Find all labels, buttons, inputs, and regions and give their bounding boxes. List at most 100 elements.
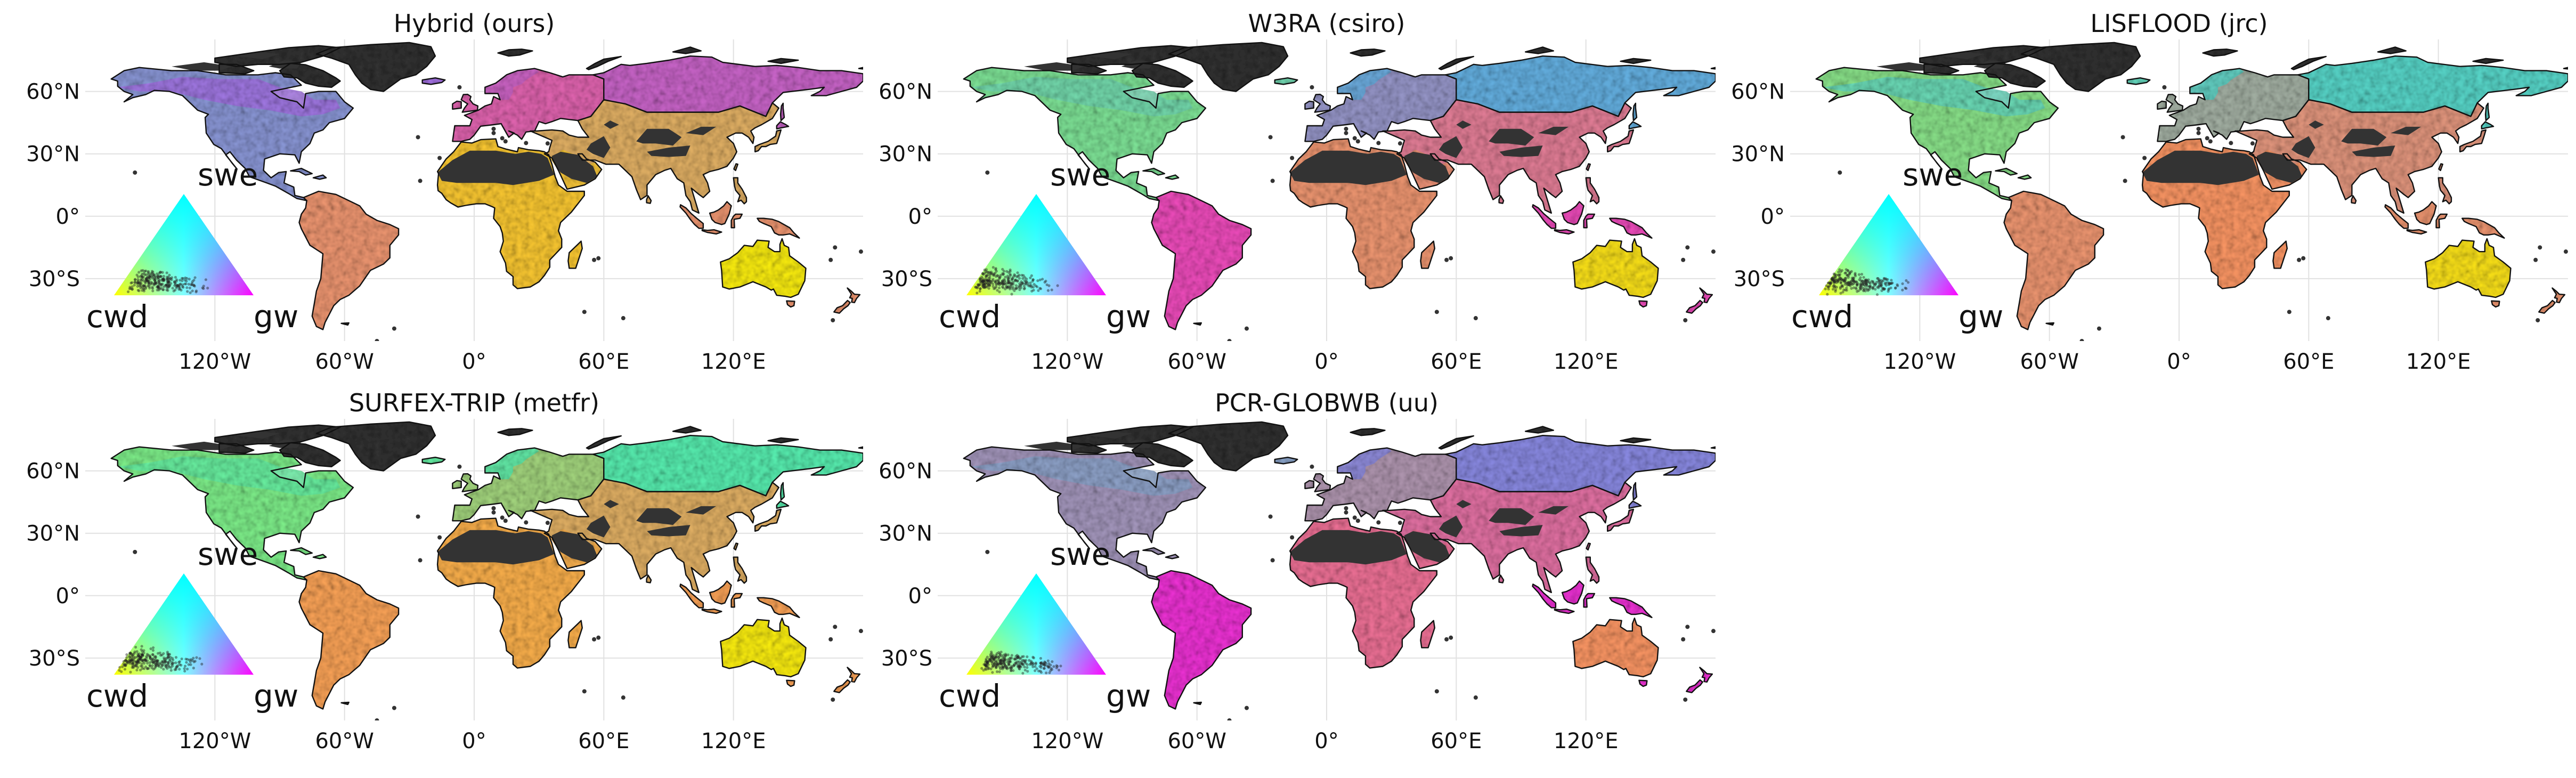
legend-point: [1830, 279, 1834, 282]
legend-point: [1844, 271, 1848, 274]
legend-point: [1005, 285, 1008, 288]
masked-region: [1538, 126, 1569, 135]
legend-point: [987, 279, 990, 282]
legend-point: [1003, 664, 1006, 667]
legend-point: [1871, 280, 1875, 283]
legend-point: [1862, 287, 1865, 290]
legend-point: [1031, 280, 1034, 283]
legend-point: [1009, 286, 1012, 289]
legend-point: [200, 662, 204, 666]
legend-point: [995, 662, 998, 666]
land-region-scandinavia: [485, 68, 539, 100]
legend-point: [133, 283, 136, 287]
legend-point: [142, 667, 146, 670]
legend-point: [1852, 282, 1856, 285]
legend-point: [985, 275, 988, 278]
coastline: [1071, 443, 1107, 454]
legend-point: [1880, 280, 1883, 283]
legend-point: [1010, 669, 1013, 672]
legend-point: [990, 655, 994, 658]
legend-point: [151, 657, 155, 660]
legend-point: [179, 282, 182, 286]
legend-point: [1020, 660, 1023, 663]
small-island: [1344, 510, 1348, 515]
legend-point: [148, 276, 151, 279]
legend-point: [155, 281, 158, 285]
coastline: [1686, 679, 1703, 693]
legend-point: [151, 664, 154, 667]
masked-region: [1439, 515, 1463, 538]
small-island: [1310, 85, 1314, 90]
legend-point: [1874, 288, 1877, 291]
legend-point: [1845, 282, 1849, 285]
legend-point: [1001, 285, 1004, 288]
legend-point: [128, 652, 132, 656]
masked-region: [686, 506, 717, 515]
legend-point: [157, 664, 161, 668]
legend-point: [996, 279, 999, 282]
legend-point: [1030, 284, 1033, 287]
legend-point: [1858, 286, 1862, 289]
legend-point: [1851, 283, 1854, 286]
legend-point: [985, 659, 988, 662]
coastline: [1532, 584, 1557, 609]
legend-point: [1015, 275, 1019, 279]
coastline: [679, 584, 704, 609]
legend-point: [1048, 671, 1051, 675]
small-island: [2205, 136, 2209, 141]
small-island: [1244, 706, 1249, 710]
legend-point: [147, 274, 150, 278]
legend-point: [136, 278, 140, 281]
legend-point: [136, 659, 140, 662]
legend-point: [1859, 276, 1862, 279]
legend-point: [993, 273, 996, 277]
legend-point: [1003, 279, 1006, 282]
legend-point: [125, 653, 128, 657]
legend-point: [192, 667, 195, 670]
legend-point: [990, 270, 993, 274]
legend-point: [979, 280, 982, 283]
legend-point: [167, 277, 170, 280]
coastline: [709, 201, 732, 225]
legend-point: [988, 659, 992, 662]
legend-point: [998, 277, 1001, 280]
land-region-madagascar: [2273, 241, 2287, 269]
legend-point: [154, 281, 157, 284]
legend-point: [1018, 277, 1021, 280]
legend-point: [986, 270, 989, 273]
legend-point: [1039, 666, 1043, 669]
land-region-borneo: [2415, 201, 2436, 225]
legend-point: [1832, 272, 1835, 275]
legend-point: [1034, 661, 1037, 664]
legend-point: [1859, 283, 1862, 287]
legend-point: [1855, 283, 1858, 286]
small-island: [491, 131, 496, 135]
legend-point: [149, 657, 152, 660]
legend-point: [1838, 278, 1841, 281]
legend-point: [1833, 274, 1836, 278]
legend-point: [133, 659, 136, 663]
land-region-nz-south: [2539, 300, 2555, 313]
legend-point: [1004, 281, 1007, 284]
coastline: [833, 299, 851, 314]
legend-point: [140, 282, 143, 285]
legend-point: [1015, 279, 1019, 283]
legend-point: [979, 278, 982, 281]
legend-point: [175, 665, 178, 668]
small-island: [1397, 521, 1402, 525]
legend-point: [1857, 273, 1861, 276]
legend-point: [166, 281, 169, 284]
small-island: [858, 249, 863, 254]
coastline: [1686, 299, 1703, 314]
legend-point: [153, 276, 157, 279]
legend-label-left: cwd: [939, 678, 1001, 714]
legend-point: [1856, 283, 1859, 287]
legend-point: [1022, 287, 1026, 290]
legend-point: [1046, 289, 1050, 292]
legend-point: [146, 659, 149, 662]
legend-point: [131, 285, 134, 288]
legend-point: [195, 656, 198, 659]
small-island: [2120, 135, 2125, 140]
